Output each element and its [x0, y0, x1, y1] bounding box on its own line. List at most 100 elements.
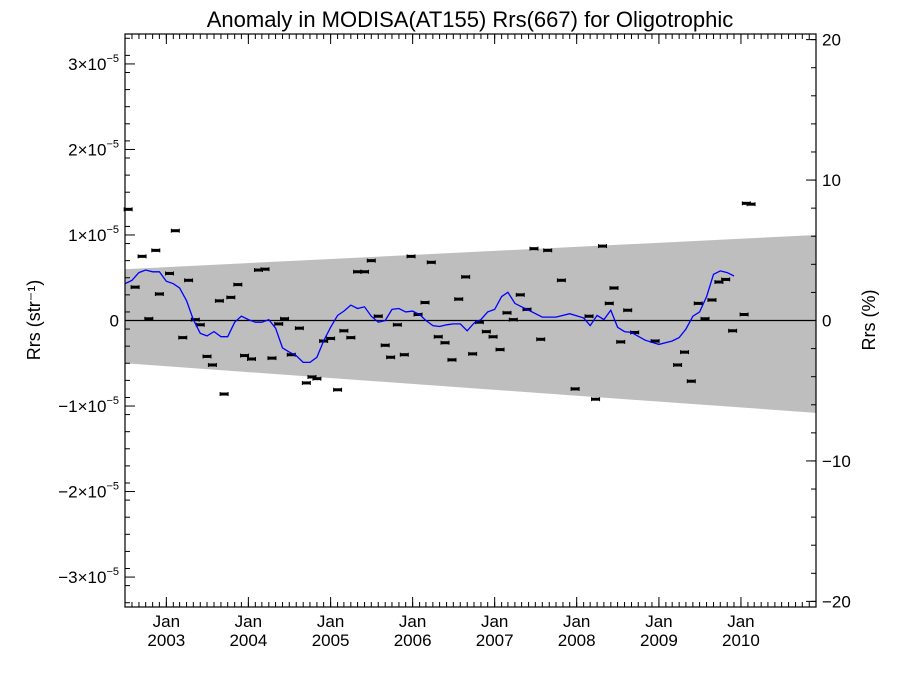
data-point: [461, 274, 471, 279]
data-point: [247, 356, 257, 361]
right-tick-label: 20: [822, 31, 841, 50]
left-tick-label: 0: [110, 312, 119, 331]
data-point: [570, 386, 580, 391]
data-point: [440, 340, 450, 345]
data-point: [360, 269, 370, 274]
x-axis-ticks: Jan2003Jan2004Jan2005Jan2006Jan2007Jan20…: [124, 34, 817, 650]
data-point: [219, 392, 229, 397]
data-point: [454, 297, 464, 302]
x-tick-year: 2005: [312, 631, 350, 650]
data-point: [609, 286, 619, 291]
data-point: [604, 301, 614, 306]
left-axis-label: Rrs (str⁻¹): [24, 280, 44, 360]
data-point: [433, 334, 443, 339]
data-point: [515, 292, 525, 297]
data-point: [623, 308, 633, 313]
data-point: [392, 322, 402, 327]
left-tick-label: −1×10−5: [58, 395, 119, 416]
left-tick-label: −2×10−5: [58, 481, 119, 502]
data-point: [333, 387, 343, 392]
smoothed-line-layer: [124, 269, 735, 364]
data-point: [274, 321, 284, 326]
data-point: [686, 379, 696, 384]
data-point: [260, 267, 270, 272]
right-tick-label: 0: [822, 312, 831, 331]
data-point: [326, 336, 336, 341]
data-point: [447, 357, 457, 362]
data-point: [413, 312, 423, 317]
data-point: [233, 282, 243, 287]
data-point: [721, 277, 731, 282]
x-tick-month: Jan: [399, 612, 426, 631]
chart-title: Anomaly in MODISA(AT155) Rrs(667) for Ol…: [207, 7, 734, 32]
data-point: [178, 335, 188, 340]
data-point: [214, 298, 224, 303]
left-tick-label: 3×10−5: [68, 53, 119, 74]
data-point: [346, 335, 356, 340]
x-tick-month: Jan: [645, 612, 672, 631]
data-point: [399, 352, 409, 357]
data-point: [207, 362, 217, 367]
x-tick-year: 2009: [640, 631, 678, 650]
x-tick-month: Jan: [235, 612, 262, 631]
uncertainty-band: [125, 234, 816, 413]
x-tick-year: 2003: [147, 631, 185, 650]
data-point: [680, 350, 690, 355]
data-point: [164, 271, 174, 276]
data-point: [154, 291, 164, 296]
x-tick-month: Jan: [563, 612, 590, 631]
data-point: [267, 356, 277, 361]
x-tick-year: 2008: [558, 631, 596, 650]
data-point: [598, 244, 608, 249]
data-point: [202, 354, 212, 359]
data-point: [739, 312, 749, 317]
right-tick-label: −10: [822, 452, 851, 471]
data-point: [746, 202, 756, 207]
data-point: [481, 329, 491, 334]
data-point: [339, 328, 349, 333]
data-point: [130, 285, 140, 290]
anomaly-points: [123, 201, 756, 402]
x-tick-year: 2004: [229, 631, 267, 650]
data-point: [195, 322, 205, 327]
data-point: [406, 254, 416, 259]
data-point: [312, 376, 322, 381]
data-point: [508, 317, 518, 322]
data-point: [426, 260, 436, 265]
data-point: [280, 316, 290, 321]
data-point: [373, 314, 383, 319]
data-point: [151, 248, 161, 253]
data-point: [543, 248, 553, 253]
x-tick-year: 2006: [394, 631, 432, 650]
right-tick-label: −20: [822, 592, 851, 611]
x-tick-month: Jan: [317, 612, 344, 631]
data-point: [144, 316, 154, 321]
data-point: [380, 343, 390, 348]
right-axis-label: Rrs (%): [859, 290, 879, 351]
data-point: [420, 300, 430, 305]
data-point: [488, 334, 498, 339]
data-point: [294, 326, 304, 331]
smoothed-line: [124, 269, 735, 364]
data-point: [184, 278, 194, 283]
data-point: [495, 347, 505, 352]
left-tick-label: −3×10−5: [58, 566, 119, 587]
x-tick-year: 2007: [476, 631, 514, 650]
left-tick-label: 2×10−5: [68, 138, 119, 159]
x-tick-month: Jan: [727, 612, 754, 631]
data-point: [502, 310, 512, 315]
data-point: [584, 314, 594, 319]
x-tick-month: Jan: [153, 612, 180, 631]
x-tick-month: Jan: [481, 612, 508, 631]
data-point: [673, 362, 683, 367]
data-point: [728, 328, 738, 333]
x-tick-year: 2010: [722, 631, 760, 650]
data-point: [556, 278, 566, 283]
data-point: [226, 295, 236, 300]
left-axis-ticks: 3×10−5 2×10−5 1×10−5 0 −1×10−5 −2×10−5 −3×10−5: [58, 37, 135, 604]
data-point: [693, 301, 703, 306]
left-tick-label: 1×10−5: [68, 224, 119, 245]
data-point: [301, 380, 311, 385]
data-point: [170, 228, 180, 233]
